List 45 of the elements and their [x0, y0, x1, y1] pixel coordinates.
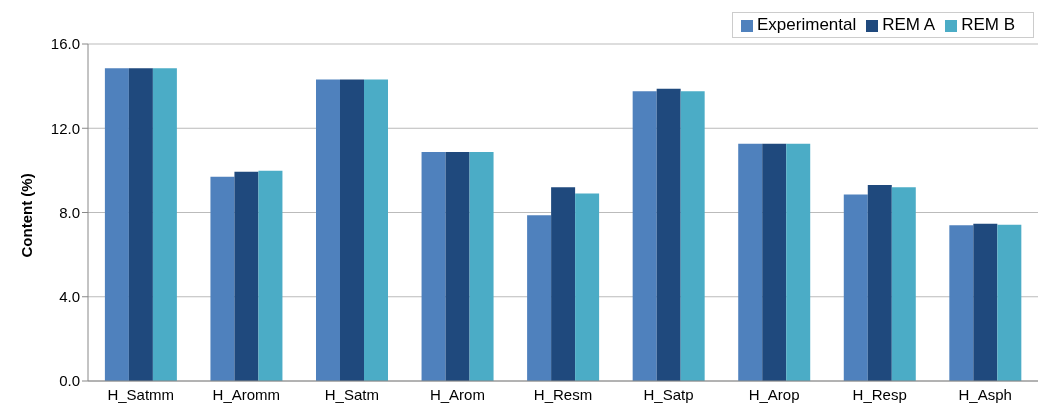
x-tick-label: H_Arom [429, 385, 485, 403]
legend-label: REM B [961, 15, 1015, 34]
legend-label: Experimental [757, 15, 857, 34]
bar [575, 193, 600, 381]
bar [973, 223, 998, 381]
x-tick-label: H_Resm [533, 385, 593, 403]
bar [527, 215, 552, 381]
bar [949, 225, 974, 381]
bar [656, 88, 681, 381]
bar [469, 152, 494, 381]
y-axis-title: Content (%) [18, 173, 36, 258]
bar [632, 91, 657, 381]
x-tick-label: H_Arop [748, 385, 800, 403]
bar [104, 68, 129, 381]
x-tick-label: H_Satp [643, 385, 694, 403]
y-tick-label: 12.0 [50, 119, 80, 137]
bar [445, 152, 470, 381]
y-tick-label: 16.0 [50, 35, 80, 53]
legend-label: REM A [882, 15, 936, 34]
y-tick-label: 8.0 [59, 203, 80, 221]
x-tick-label: H_Resp [852, 385, 907, 403]
bar [551, 187, 576, 381]
bar [316, 79, 340, 381]
bar [258, 170, 283, 381]
bar [210, 176, 235, 381]
bar [997, 224, 1022, 381]
y-tick-label: 0.0 [59, 372, 80, 390]
bar [843, 194, 868, 381]
bar [234, 171, 259, 381]
x-tick-label: H_Satmm [107, 385, 175, 403]
bar [680, 91, 705, 381]
x-tick-label: H_Aromm [212, 385, 281, 403]
bar [364, 79, 388, 381]
bar [128, 68, 153, 381]
x-tick-label: H_Asph [958, 385, 1012, 403]
bar [762, 143, 787, 381]
bar [891, 187, 916, 381]
x-tick-label: H_Satm [324, 385, 379, 403]
bar [867, 185, 892, 381]
bar [340, 79, 364, 381]
bar [786, 143, 811, 381]
bar [738, 143, 763, 381]
y-tick-label: 4.0 [59, 288, 80, 306]
bar [152, 68, 177, 381]
bar [421, 152, 446, 381]
